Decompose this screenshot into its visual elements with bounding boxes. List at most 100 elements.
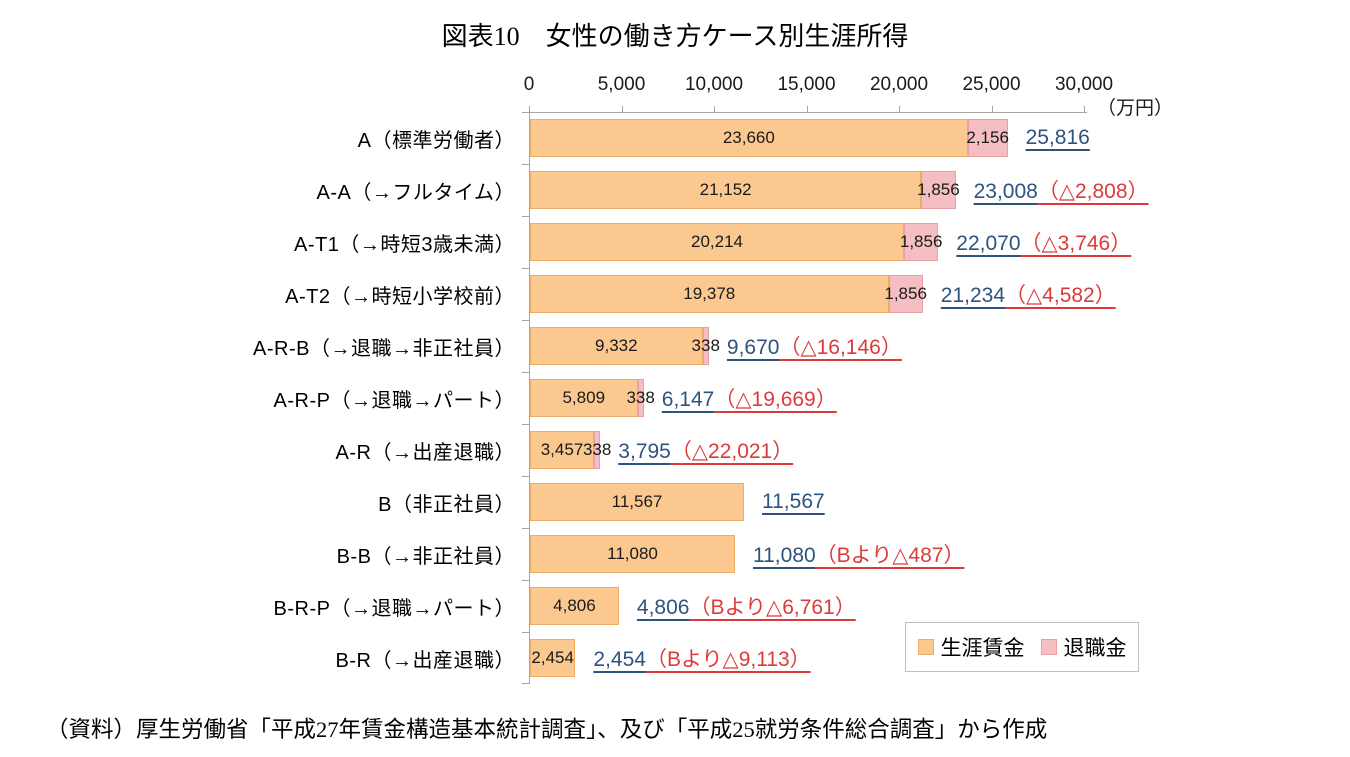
- lifetime-wage-bar-segment: 3,457: [530, 431, 594, 469]
- delta-value: （△22,021）: [670, 440, 794, 463]
- legend-item-retirement: 退職金: [1040, 632, 1127, 662]
- bar-row: 3,457 338 3,795 （△22,021）: [522, 424, 1087, 476]
- retirement-pay-bar-segment: 1,856: [900, 223, 942, 261]
- bar-row: 5,809 338 6,147 （△19,669）: [522, 372, 1087, 424]
- total-value: 9,670: [726, 336, 780, 359]
- total-annotation: 21,234 （△4,582）: [941, 279, 1116, 309]
- y-axis-category-label: A-R-P（→退職→パート）: [273, 389, 515, 412]
- delta-value: （Bより△6,761）: [689, 596, 856, 619]
- wage-value-label: 19,378: [683, 284, 736, 303]
- y-axis-category-label: A-R（→出産退職）: [335, 441, 515, 464]
- bar-row: 4,806 4,806 （Bより△6,761）: [522, 580, 1087, 632]
- bar-row: 9,332 338 9,670 （△16,146）: [522, 320, 1087, 372]
- wage-value-label: 2,454: [531, 648, 574, 667]
- x-axis-tick-mark: [529, 106, 530, 113]
- bar-row: 2,454 2,454 （Bより△9,113）: [522, 632, 1087, 684]
- retirement-pay-bar-segment: 1,856: [917, 171, 960, 209]
- x-axis-tick-mark: [621, 106, 623, 113]
- total-annotation: 11,080 （Bより△487）: [753, 539, 964, 569]
- total-annotation: 11,567: [762, 490, 825, 514]
- lifetime-wage-bar-segment: 4,806: [530, 587, 619, 625]
- retirement-pay-bar-segment: 2,156: [966, 119, 1009, 157]
- delta-value: （△19,669）: [714, 388, 837, 411]
- lifetime-wage-bar-segment: 11,080: [530, 535, 735, 573]
- x-axis-tick-mark: [991, 106, 993, 113]
- delta-value: （△3,746）: [1020, 232, 1132, 255]
- total-value: 6,147: [661, 388, 715, 411]
- wage-legend-swatch-icon: [917, 639, 934, 655]
- lifetime-wage-bar-segment: 20,214: [530, 223, 904, 261]
- total-value: 4,806: [636, 596, 690, 619]
- y-axis-category-label: B-R-P（→退職→パート）: [273, 597, 515, 620]
- lifetime-wage-bar-segment: 9,332: [530, 327, 703, 365]
- total-annotation: 23,008 （△2,808）: [974, 175, 1149, 205]
- total-annotation: 2,454 （Bより△9,113）: [593, 643, 810, 673]
- bar-row: 11,080 11,080 （Bより△487）: [522, 528, 1087, 580]
- lifetime-wage-bar-segment: 5,809: [530, 379, 638, 417]
- wage-value-label: 9,332: [595, 336, 638, 355]
- total-annotation: 9,670 （△16,146）: [727, 331, 902, 361]
- axis-unit-label: （万円）: [1097, 98, 1174, 119]
- delta-value: （Bより△487）: [815, 544, 965, 567]
- total-value: 3,795: [618, 440, 671, 463]
- retirement-value-label: 1,856: [884, 284, 927, 303]
- retirement-value-label: 1,856: [917, 180, 960, 199]
- x-axis-tick-mark: [714, 106, 715, 113]
- x-axis-tick-label: 25,000: [962, 74, 1021, 95]
- wage-value-label: 11,080: [607, 544, 658, 563]
- wage-value-label: 11,567: [611, 492, 663, 511]
- lifetime-wage-bar-segment: 19,378: [530, 275, 889, 313]
- x-axis-tick-mark: [899, 106, 900, 113]
- x-axis-tick-mark: [1084, 106, 1085, 113]
- lifetime-wage-bar-segment: 21,152: [530, 171, 922, 209]
- retirement-pay-bar-segment: 338: [692, 327, 720, 365]
- x-axis-tick-labels: 0 5,000 10,000 15,000 20,000 25,000 30,000: [524, 70, 1113, 96]
- total-value: 11,080: [753, 544, 816, 567]
- retirement-legend-label: 退職金: [1063, 637, 1127, 660]
- source-note: （資料）厚生労働省「平成27年賃金構造基本統計調査」、及び「平成25就労条件総合…: [46, 717, 1048, 742]
- x-axis-tick-label: 20,000: [869, 74, 929, 95]
- total-annotation: 22,070 （△3,746）: [956, 227, 1131, 257]
- total-value: 21,234: [940, 284, 1006, 307]
- plot-area: 23,660 2,156 25,816 21,152 1,856 23,008 …: [522, 112, 1149, 684]
- y-axis-category-label: A-R-B（→退職→非正社員）: [253, 337, 515, 360]
- wage-value-label: 5,809: [562, 388, 606, 407]
- bar-row: 20,214 1,856 22,070 （△3,746）: [522, 216, 1131, 268]
- lifetime-wage-bar-segment: 23,660: [530, 119, 968, 157]
- y-axis-category-label: B-R（→出産退職）: [335, 649, 515, 672]
- legend-box: 生涯賃金 退職金: [905, 622, 1139, 672]
- retirement-pay-bar-segment: 338: [583, 431, 611, 469]
- lifetime-wage-bar-segment: 11,567: [530, 483, 744, 521]
- y-axis-category-label: A-A（→フルタイム）: [316, 181, 515, 204]
- x-axis-tick-label: 5,000: [597, 74, 646, 95]
- wage-value-label: 3,457: [540, 440, 584, 459]
- total-value: 2,454: [593, 648, 646, 671]
- delta-value: （△4,582）: [1005, 284, 1116, 307]
- retirement-value-label: 338: [691, 336, 720, 355]
- wage-legend-label: 生涯賃金: [940, 637, 1025, 660]
- y-axis-category-label: A（標準労働者）: [357, 129, 515, 152]
- retirement-value-label: 338: [582, 440, 612, 459]
- y-axis-category-label: B-B（→非正社員）: [336, 545, 515, 568]
- y-axis-category-label: A-T2（→時短小学校前）: [285, 285, 515, 308]
- wage-value-label: 20,214: [691, 232, 743, 251]
- total-annotation: 6,147 （△19,669）: [662, 383, 837, 413]
- retirement-legend-swatch-icon: [1040, 639, 1057, 655]
- retirement-value-label: 2,156: [966, 128, 1009, 147]
- total-annotation: 4,806 （Bより△6,761）: [637, 591, 856, 621]
- total-value: 23,008: [973, 180, 1038, 203]
- total-value: 22,070: [956, 232, 1021, 255]
- bar-row: 23,660 2,156 25,816: [522, 112, 1090, 164]
- retirement-value-label: 1,856: [899, 232, 943, 251]
- x-axis-tick-label: 30,000: [1054, 74, 1114, 95]
- delta-value: （△16,146）: [779, 336, 902, 359]
- x-axis-line: [529, 106, 1087, 113]
- x-axis-tick-label: 0: [523, 74, 535, 95]
- retirement-pay-bar-segment: 338: [626, 379, 655, 417]
- total-value: 11,567: [762, 490, 825, 513]
- x-axis-tick-label: 10,000: [684, 74, 744, 95]
- delta-value: （Bより△9,113）: [645, 648, 811, 671]
- total-annotation: 3,795 （△22,021）: [618, 435, 793, 465]
- y-axis-category-labels: A（標準労働者） A-A（→フルタイム） A-T1（→時短3歳未満） A-T2（→時短…: [0, 112, 515, 684]
